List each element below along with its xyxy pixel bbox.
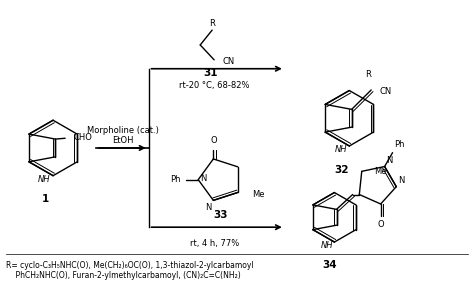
Text: Me: Me (374, 167, 386, 176)
Text: O: O (210, 136, 217, 145)
Text: rt, 4 h, 77%: rt, 4 h, 77% (190, 239, 239, 248)
Text: CN: CN (222, 57, 234, 66)
Text: N: N (387, 156, 393, 164)
Text: N: N (398, 176, 405, 185)
Text: CHO: CHO (73, 133, 92, 142)
Text: NH: NH (320, 241, 333, 250)
Text: N: N (200, 174, 207, 183)
Text: PhCH₂NHC(O), Furan-2-ylmethylcarbamoyl, (CN)₂C=C(NH₂): PhCH₂NHC(O), Furan-2-ylmethylcarbamoyl, … (6, 271, 241, 280)
Text: O: O (377, 220, 384, 229)
Text: 33: 33 (213, 210, 228, 220)
Text: 31: 31 (203, 68, 218, 78)
Text: CN: CN (380, 87, 392, 96)
Text: 34: 34 (322, 260, 337, 270)
Text: EtOH: EtOH (112, 136, 133, 145)
Text: Ph: Ph (170, 175, 180, 184)
Text: 1: 1 (42, 194, 49, 204)
Text: Morpholine (cat.): Morpholine (cat.) (87, 126, 159, 135)
Text: R: R (209, 19, 215, 28)
Text: N: N (205, 203, 211, 212)
Text: R: R (365, 71, 371, 79)
Text: rt-20 °C, 68-82%: rt-20 °C, 68-82% (179, 81, 249, 90)
Text: 32: 32 (334, 165, 349, 175)
Text: Ph: Ph (394, 140, 405, 149)
Text: Me: Me (252, 190, 264, 199)
Text: NH: NH (335, 145, 347, 154)
Text: R= cyclo-C₃H₅NHC(O), Me(CH₂)₆OC(O), 1,3-thiazol-2-ylcarbamoyl: R= cyclo-C₃H₅NHC(O), Me(CH₂)₆OC(O), 1,3-… (6, 261, 254, 270)
Text: NH: NH (38, 175, 51, 183)
